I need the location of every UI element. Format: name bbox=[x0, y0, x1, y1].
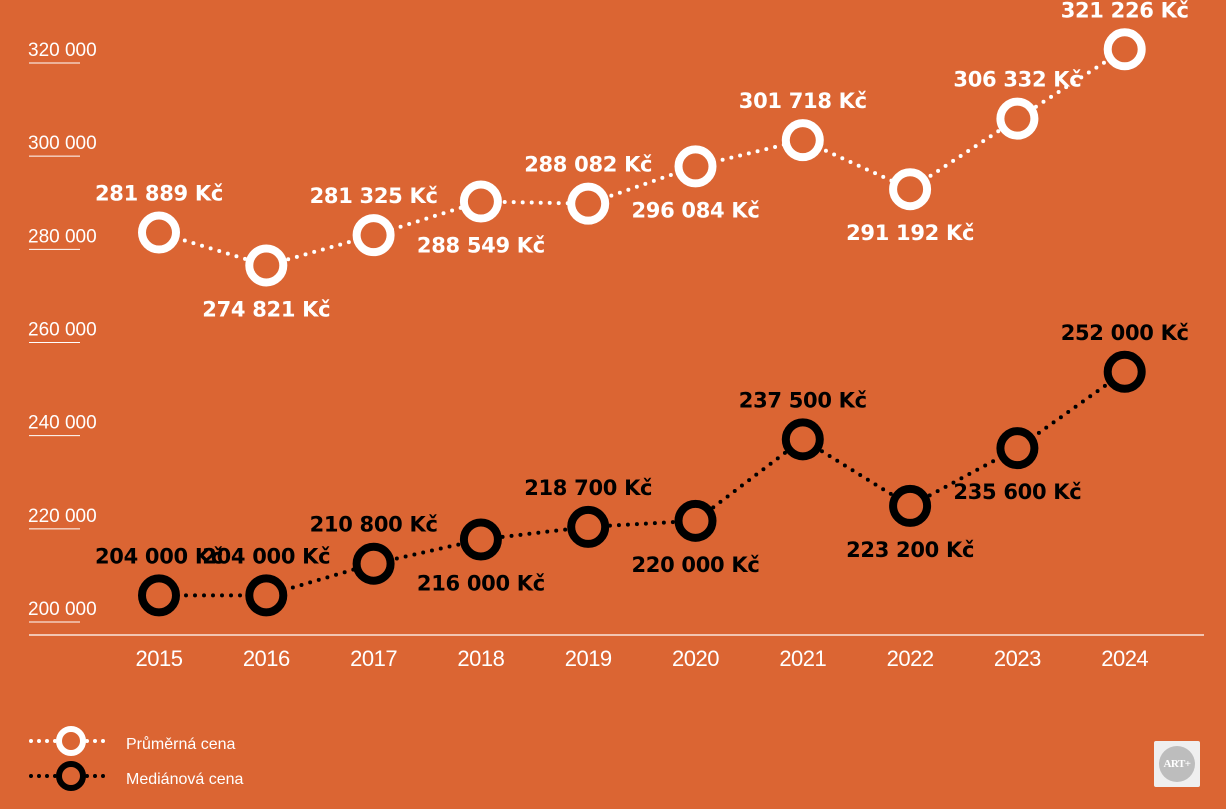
y-tick-label: 320 000 bbox=[28, 40, 97, 61]
logo: ART+ bbox=[1154, 741, 1200, 787]
x-tick-label: 2020 bbox=[672, 646, 719, 671]
data-label: 301 718 Kč bbox=[739, 89, 867, 113]
x-tick-label: 2019 bbox=[565, 646, 612, 671]
data-point bbox=[996, 427, 1039, 470]
data-point bbox=[245, 244, 288, 287]
legend-marker bbox=[56, 761, 86, 791]
data-label: 288 082 Kč bbox=[524, 153, 652, 177]
data-label: 281 889 Kč bbox=[95, 182, 223, 206]
data-label: 274 821 Kč bbox=[202, 297, 330, 321]
data-point bbox=[1103, 28, 1146, 71]
data-label: 252 000 Kč bbox=[1061, 321, 1189, 345]
data-point bbox=[781, 119, 824, 162]
y-tick-label: 220 000 bbox=[28, 506, 97, 527]
data-point bbox=[674, 145, 717, 188]
data-point bbox=[459, 180, 502, 223]
data-point bbox=[459, 518, 502, 561]
x-tick-label: 2015 bbox=[136, 646, 183, 671]
data-label: 306 332 Kč bbox=[953, 68, 1081, 92]
x-tick-label: 2021 bbox=[779, 646, 826, 671]
data-label: 321 226 Kč bbox=[1061, 0, 1189, 22]
x-tick-label: 2016 bbox=[243, 646, 290, 671]
data-label: 291 192 Kč bbox=[846, 221, 974, 245]
y-tick-label: 280 000 bbox=[28, 226, 97, 247]
x-tick-label: 2023 bbox=[994, 646, 1041, 671]
legend-marker bbox=[56, 726, 86, 756]
data-point bbox=[245, 574, 288, 617]
data-point bbox=[674, 499, 717, 542]
data-label: 220 000 Kč bbox=[631, 553, 759, 577]
x-tick-label: 2018 bbox=[457, 646, 504, 671]
data-label: 210 800 Kč bbox=[310, 513, 438, 537]
data-point bbox=[567, 505, 610, 548]
y-tick-label: 300 000 bbox=[28, 133, 97, 154]
series-line-2 bbox=[157, 369, 1127, 598]
data-label: 218 700 Kč bbox=[524, 476, 652, 500]
data-point bbox=[138, 574, 180, 617]
data-label: 237 500 Kč bbox=[739, 388, 867, 412]
data-point bbox=[889, 168, 932, 211]
legend-label: Mediánová cena bbox=[126, 771, 244, 788]
data-point bbox=[996, 97, 1039, 140]
data-point bbox=[352, 542, 395, 585]
data-label: 235 600 Kč bbox=[953, 480, 1081, 504]
data-point bbox=[1103, 350, 1146, 393]
data-point bbox=[567, 182, 610, 225]
x-tick-label: 2024 bbox=[1101, 646, 1148, 671]
data-point bbox=[138, 211, 180, 254]
data-label: 204 000 Kč bbox=[202, 544, 330, 568]
data-label: 223 200 Kč bbox=[846, 538, 974, 562]
y-tick-label: 200 000 bbox=[28, 599, 97, 620]
logo-mark: ART+ bbox=[1159, 746, 1195, 782]
y-tick-label: 240 000 bbox=[28, 413, 97, 434]
data-label: 204 000 Kč bbox=[95, 544, 223, 568]
data-point bbox=[889, 484, 932, 527]
x-tick-label: 2017 bbox=[350, 646, 397, 671]
data-label: 216 000 Kč bbox=[417, 571, 545, 595]
legend-label: Průměrná cena bbox=[126, 735, 235, 753]
data-point bbox=[352, 214, 395, 257]
x-tick-label: 2022 bbox=[887, 646, 934, 671]
data-label: 281 325 Kč bbox=[310, 184, 438, 208]
y-tick-label: 260 000 bbox=[28, 320, 97, 341]
data-point bbox=[781, 418, 824, 461]
data-label: 296 084 Kč bbox=[631, 198, 759, 222]
data-label: 288 549 Kč bbox=[417, 234, 545, 258]
